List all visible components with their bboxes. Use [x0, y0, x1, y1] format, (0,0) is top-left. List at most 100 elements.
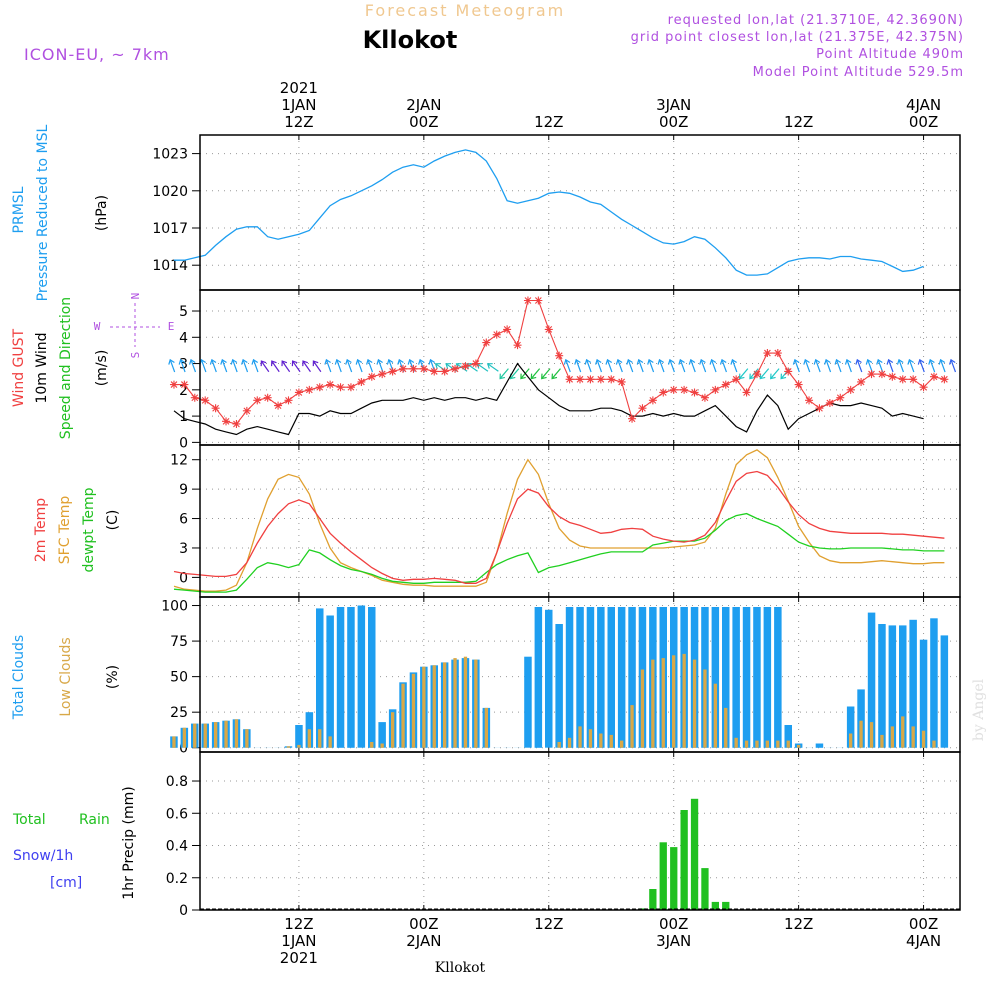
- wind-gust-marker: [523, 296, 532, 305]
- wind-direction-arrow: [541, 368, 551, 379]
- wind-gust-marker: [274, 401, 283, 410]
- wind-gust-label: Wind GUST: [11, 328, 27, 407]
- temperature-ytick-label: 12: [170, 453, 188, 469]
- low-cloud-bar: [921, 730, 926, 748]
- wind-gust-marker: [513, 341, 522, 350]
- low-cloud-bar: [203, 723, 207, 748]
- wind-gust-marker: [825, 398, 834, 407]
- wind-direction-arrow: [499, 368, 509, 379]
- wind-panel: 0 1 2 3 4 5: [168, 289, 961, 451]
- total-cloud-bar: [617, 607, 626, 748]
- wind-direction-arrowhead: [803, 358, 810, 365]
- low-cloud-bar: [578, 726, 582, 748]
- wind-direction-arrowhead: [657, 358, 665, 365]
- wind-direction-arrowhead: [896, 358, 904, 365]
- wind-gust-marker: [253, 396, 262, 405]
- bottom-time-label: 12Z: [284, 915, 313, 933]
- bottom-time-label: 00Z: [659, 915, 688, 933]
- low-cloud-bar: [214, 722, 218, 748]
- wind-direction-arrow: [346, 359, 353, 373]
- total-cloud-bar: [628, 607, 636, 748]
- wind-speed-label: 10m Wind: [34, 332, 50, 403]
- wind-direction-arrow: [877, 359, 884, 373]
- wind-direction-arrowhead: [949, 358, 956, 365]
- wind-gust-marker: [690, 388, 699, 397]
- low-cloud-bar: [474, 659, 478, 748]
- clouds-ytick-label: 25: [170, 705, 188, 721]
- compass-rose: N S W E: [94, 293, 175, 359]
- total-cloud-bar: [742, 607, 751, 748]
- rain-bar: [711, 901, 719, 910]
- wind-direction-arrowhead: [520, 373, 526, 380]
- total-cloud-bar: [545, 609, 553, 748]
- low-cloud-bar: [599, 733, 603, 748]
- clouds-ytick-label: 100: [161, 599, 188, 615]
- info-line-grid: grid point closest lon,lat (21.375E, 42.…: [631, 30, 964, 45]
- wind-direction-arrow: [617, 359, 623, 373]
- wind-direction-arrowhead: [844, 358, 852, 365]
- wind-direction-arrow: [252, 359, 259, 373]
- clouds-ytick-label: 75: [170, 634, 188, 650]
- low-cloud-bar: [765, 740, 769, 748]
- wind-direction-arrowhead: [291, 360, 298, 367]
- wind-gust-marker: [940, 375, 949, 384]
- info-line-altitude: Point Altitude 490m: [816, 47, 964, 62]
- wind-gust-marker: [482, 338, 491, 347]
- wind-direction-arrowhead: [376, 358, 383, 365]
- wind-direction-arrowhead: [386, 358, 394, 365]
- wind-direction-arrow: [510, 368, 520, 379]
- precipitation-panel: 0 0.2 0.4 0.6 0.8: [166, 751, 961, 919]
- wind-direction-arrow: [679, 359, 686, 373]
- wind-direction-arrow: [476, 363, 489, 372]
- total-cloud-bar: [878, 624, 886, 748]
- wind-direction-arrowhead: [886, 358, 894, 365]
- wind-gust-marker: [222, 417, 231, 426]
- wind-direction-arrowhead: [260, 360, 267, 367]
- location-title: Kllokot: [363, 26, 458, 54]
- wind-gust-marker: [367, 372, 376, 381]
- total-cloud-bar: [930, 618, 938, 748]
- wind-direction-arrowhead: [834, 358, 842, 365]
- model-label: ICON-EU, ~ 7km: [24, 45, 170, 64]
- top-time-label: 12Z: [284, 113, 313, 131]
- low-cloud-bar: [630, 705, 634, 748]
- low-cloud-bar: [286, 746, 291, 748]
- wind-gust-marker: [836, 393, 845, 402]
- low-cloud-bar: [713, 683, 717, 748]
- bottom-time-label: 1JAN: [281, 932, 316, 950]
- compass-north: N: [129, 293, 142, 300]
- low-cloud-bar: [661, 658, 665, 748]
- pressure-frame: [199, 134, 961, 291]
- low-cloud-bar: [588, 729, 593, 748]
- low-cloud-bar: [724, 707, 728, 748]
- wind-direction-arrowhead: [917, 358, 925, 365]
- wind-direction-arrow: [908, 359, 915, 373]
- wind-direction-arrowhead: [626, 358, 633, 365]
- wind-direction-arrowhead: [230, 358, 238, 365]
- clouds-ytick-label: 50: [170, 670, 188, 686]
- wind-direction-arrowhead: [699, 358, 706, 365]
- low-cloud-bar: [682, 653, 686, 748]
- low-cloud-bar: [744, 740, 749, 748]
- top-time-label: 3JAN: [656, 96, 691, 114]
- total-cloud-bar: [815, 743, 824, 748]
- snow-unit-label: [cm]: [50, 875, 82, 891]
- total-cloud-bar: [774, 607, 782, 748]
- wind-unit: (m/s): [94, 350, 110, 387]
- total-cloud-bar: [336, 607, 345, 748]
- wind-direction-arrowhead: [334, 358, 342, 365]
- total-cloud-bar: [909, 619, 917, 748]
- wind-gust-marker: [721, 380, 730, 389]
- wind-direction-arrowhead: [928, 358, 935, 365]
- top-time-label: 2021: [280, 79, 318, 97]
- wind-direction-arrowhead: [251, 358, 259, 365]
- clouds-unit: (%): [105, 665, 121, 689]
- wind-direction-arrow: [530, 368, 541, 379]
- low-cloud-bar: [422, 666, 426, 748]
- wind-direction-arrow: [169, 359, 176, 373]
- wind-gust-marker: [784, 367, 793, 376]
- temperature-panel: 0 3 6 9 12: [170, 444, 961, 598]
- wind-gust-marker: [284, 396, 293, 405]
- wind-direction-arrow: [898, 359, 904, 373]
